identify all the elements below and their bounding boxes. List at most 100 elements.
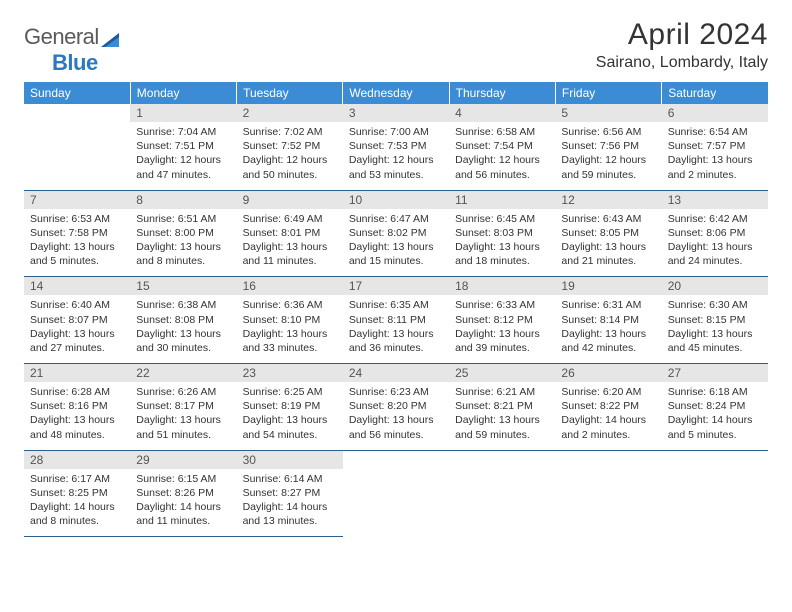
day-cell: 21Sunrise: 6:28 AMSunset: 8:16 PMDayligh… bbox=[24, 364, 130, 451]
sunset-text: Sunset: 8:25 PM bbox=[30, 486, 124, 500]
day-cell: 15Sunrise: 6:38 AMSunset: 8:08 PMDayligh… bbox=[130, 277, 236, 364]
day-info: Sunrise: 6:21 AMSunset: 8:21 PMDaylight:… bbox=[449, 382, 555, 450]
day-info: Sunrise: 6:51 AMSunset: 8:00 PMDaylight:… bbox=[130, 209, 236, 277]
day-cell: 23Sunrise: 6:25 AMSunset: 8:19 PMDayligh… bbox=[237, 364, 343, 451]
daylight-text: Daylight: 13 hours and 2 minutes. bbox=[668, 153, 762, 181]
sunset-text: Sunset: 8:01 PM bbox=[243, 226, 337, 240]
sunset-text: Sunset: 8:16 PM bbox=[30, 399, 124, 413]
day-number: 22 bbox=[130, 364, 236, 382]
daylight-text: Daylight: 13 hours and 51 minutes. bbox=[136, 413, 230, 441]
daylight-text: Daylight: 13 hours and 21 minutes. bbox=[561, 240, 655, 268]
daylight-text: Daylight: 13 hours and 54 minutes. bbox=[243, 413, 337, 441]
day-info: Sunrise: 7:02 AMSunset: 7:52 PMDaylight:… bbox=[237, 122, 343, 190]
day-header-tue: Tuesday bbox=[237, 82, 343, 104]
sunrise-text: Sunrise: 6:38 AM bbox=[136, 298, 230, 312]
day-number: 29 bbox=[130, 451, 236, 469]
day-info: Sunrise: 6:49 AMSunset: 8:01 PMDaylight:… bbox=[237, 209, 343, 277]
day-info bbox=[449, 455, 555, 515]
day-cell: 19Sunrise: 6:31 AMSunset: 8:14 PMDayligh… bbox=[555, 277, 661, 364]
day-info bbox=[555, 455, 661, 515]
sunset-text: Sunset: 7:54 PM bbox=[455, 139, 549, 153]
day-cell: 9Sunrise: 6:49 AMSunset: 8:01 PMDaylight… bbox=[237, 190, 343, 277]
week-row: 14Sunrise: 6:40 AMSunset: 8:07 PMDayligh… bbox=[24, 277, 768, 364]
day-info: Sunrise: 6:35 AMSunset: 8:11 PMDaylight:… bbox=[343, 295, 449, 363]
sunset-text: Sunset: 8:08 PM bbox=[136, 313, 230, 327]
title-block: April 2024 Sairano, Lombardy, Italy bbox=[596, 18, 768, 72]
calendar-page: General Blue April 2024 Sairano, Lombard… bbox=[0, 0, 792, 537]
day-cell: 26 Sunrise: 6:20 AMSunset: 8:22 PMDayligh… bbox=[555, 364, 661, 451]
week-row: 7Sunrise: 6:53 AMSunset: 7:58 PMDaylight… bbox=[24, 190, 768, 277]
daylight-text: Daylight: 12 hours and 50 minutes. bbox=[243, 153, 337, 181]
sunrise-text: Sunrise: 6:26 AM bbox=[136, 385, 230, 399]
day-header-sun: Sunday bbox=[24, 82, 130, 104]
day-number: 24 bbox=[343, 364, 449, 382]
sunset-text: Sunset: 8:14 PM bbox=[561, 313, 655, 327]
sunrise-text: Sunrise: 6:30 AM bbox=[668, 298, 762, 312]
day-cell bbox=[343, 450, 449, 537]
page-header: General Blue April 2024 Sairano, Lombard… bbox=[24, 18, 768, 76]
day-info: Sunrise: 6:45 AMSunset: 8:03 PMDaylight:… bbox=[449, 209, 555, 277]
sunrise-text: Sunrise: 6:35 AM bbox=[349, 298, 443, 312]
day-cell: 24Sunrise: 6:23 AMSunset: 8:20 PMDayligh… bbox=[343, 364, 449, 451]
day-number: 8 bbox=[130, 191, 236, 209]
day-number: 27 bbox=[662, 364, 768, 382]
daylight-text: Daylight: 13 hours and 8 minutes. bbox=[136, 240, 230, 268]
daylight-text: Daylight: 13 hours and 11 minutes. bbox=[243, 240, 337, 268]
sunrise-text: Sunrise: 6:20 AM bbox=[561, 385, 655, 399]
sunset-text: Sunset: 8:22 PM bbox=[561, 399, 655, 413]
day-cell: 10Sunrise: 6:47 AMSunset: 8:02 PMDayligh… bbox=[343, 190, 449, 277]
sunrise-text: Sunrise: 6:51 AM bbox=[136, 212, 230, 226]
day-cell: 25Sunrise: 6:21 AMSunset: 8:21 PMDayligh… bbox=[449, 364, 555, 451]
daylight-text: Daylight: 13 hours and 24 minutes. bbox=[668, 240, 762, 268]
day-header-row: Sunday Monday Tuesday Wednesday Thursday… bbox=[24, 82, 768, 104]
day-cell: 2Sunrise: 7:02 AMSunset: 7:52 PMDaylight… bbox=[237, 104, 343, 190]
day-number: 12 bbox=[555, 191, 661, 209]
day-cell: 29Sunrise: 6:15 AMSunset: 8:26 PMDayligh… bbox=[130, 450, 236, 537]
day-number: 11 bbox=[449, 191, 555, 209]
logo: General Blue bbox=[24, 24, 123, 76]
sunset-text: Sunset: 8:02 PM bbox=[349, 226, 443, 240]
day-number: 7 bbox=[24, 191, 130, 209]
daylight-text: Daylight: 12 hours and 53 minutes. bbox=[349, 153, 443, 181]
day-number: 26 bbox=[555, 364, 661, 382]
sunset-text: Sunset: 7:56 PM bbox=[561, 139, 655, 153]
sunset-text: Sunset: 7:53 PM bbox=[349, 139, 443, 153]
day-info: Sunrise: 6:43 AMSunset: 8:05 PMDaylight:… bbox=[555, 209, 661, 277]
daylight-text: Daylight: 14 hours and 2 minutes. bbox=[561, 413, 655, 441]
sunrise-text: Sunrise: 6:31 AM bbox=[561, 298, 655, 312]
calendar-table: Sunday Monday Tuesday Wednesday Thursday… bbox=[24, 82, 768, 537]
day-number: 15 bbox=[130, 277, 236, 295]
sunset-text: Sunset: 8:27 PM bbox=[243, 486, 337, 500]
day-header-wed: Wednesday bbox=[343, 82, 449, 104]
day-number: 20 bbox=[662, 277, 768, 295]
logo-text-general: General bbox=[24, 24, 99, 49]
day-cell: 7Sunrise: 6:53 AMSunset: 7:58 PMDaylight… bbox=[24, 190, 130, 277]
daylight-text: Daylight: 14 hours and 11 minutes. bbox=[136, 500, 230, 528]
daylight-text: Daylight: 14 hours and 8 minutes. bbox=[30, 500, 124, 528]
day-info: Sunrise: 6:47 AMSunset: 8:02 PMDaylight:… bbox=[343, 209, 449, 277]
daylight-text: Daylight: 13 hours and 56 minutes. bbox=[349, 413, 443, 441]
day-cell: 14Sunrise: 6:40 AMSunset: 8:07 PMDayligh… bbox=[24, 277, 130, 364]
sunrise-text: Sunrise: 6:23 AM bbox=[349, 385, 443, 399]
day-cell: 3Sunrise: 7:00 AMSunset: 7:53 PMDaylight… bbox=[343, 104, 449, 190]
day-cell: 28Sunrise: 6:17 AMSunset: 8:25 PMDayligh… bbox=[24, 450, 130, 537]
sunset-text: Sunset: 7:52 PM bbox=[243, 139, 337, 153]
day-info bbox=[24, 108, 130, 168]
day-cell: 1Sunrise: 7:04 AMSunset: 7:51 PMDaylight… bbox=[130, 104, 236, 190]
daylight-text: Daylight: 13 hours and 33 minutes. bbox=[243, 327, 337, 355]
sunrise-text: Sunrise: 7:00 AM bbox=[349, 125, 443, 139]
day-info: Sunrise: 6:56 AMSunset: 7:56 PMDaylight:… bbox=[555, 122, 661, 190]
day-cell: 4Sunrise: 6:58 AMSunset: 7:54 PMDaylight… bbox=[449, 104, 555, 190]
day-number: 21 bbox=[24, 364, 130, 382]
daylight-text: Daylight: 13 hours and 42 minutes. bbox=[561, 327, 655, 355]
sunrise-text: Sunrise: 6:15 AM bbox=[136, 472, 230, 486]
day-header-sat: Saturday bbox=[662, 82, 768, 104]
day-number: 23 bbox=[237, 364, 343, 382]
sunset-text: Sunset: 8:21 PM bbox=[455, 399, 549, 413]
day-info: Sunrise: 6:54 AMSunset: 7:57 PMDaylight:… bbox=[662, 122, 768, 190]
day-info: Sunrise: 6:33 AMSunset: 8:12 PMDaylight:… bbox=[449, 295, 555, 363]
sunrise-text: Sunrise: 6:17 AM bbox=[30, 472, 124, 486]
logo-text-blue: Blue bbox=[52, 50, 98, 75]
sunrise-text: Sunrise: 6:28 AM bbox=[30, 385, 124, 399]
day-cell: 16Sunrise: 6:36 AMSunset: 8:10 PMDayligh… bbox=[237, 277, 343, 364]
